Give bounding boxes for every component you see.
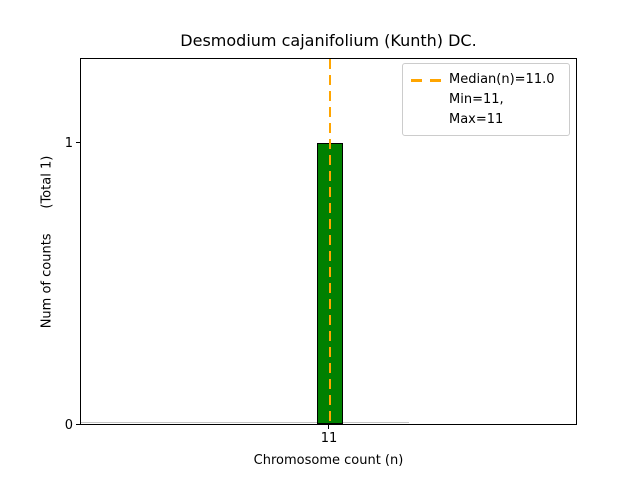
legend-row-median: Median(n)=11.0 xyxy=(411,70,562,90)
legend-label-median: Median(n)=11.0 xyxy=(449,72,555,87)
y-axis-label: Num of counts (Total 1) xyxy=(39,155,55,329)
median-line-legend-swatch xyxy=(411,78,441,82)
y-tick-mark-1 xyxy=(76,142,80,143)
plot-area: Median(n)=11.0 Min=11, Max=11 xyxy=(80,58,577,425)
x-tick-label-11: 11 xyxy=(320,431,338,446)
x-axis-label: Chromosome count (n) xyxy=(253,453,404,468)
legend-row-minmax: Min=11, Max=11 xyxy=(411,90,562,130)
chart-title: Desmodium cajanifolium (Kunth) DC. xyxy=(180,31,477,50)
median-dashed-line xyxy=(329,59,331,424)
legend: Median(n)=11.0 Min=11, Max=11 xyxy=(402,63,570,136)
y-tick-label-0: 0 xyxy=(64,418,73,433)
zero-height-bins-baseline xyxy=(81,422,409,423)
y-tick-mark-0 xyxy=(76,424,80,425)
legend-label-minmax: Min=11, Max=11 xyxy=(449,92,504,127)
y-tick-label-1: 1 xyxy=(64,136,73,151)
x-tick-mark-11 xyxy=(328,425,329,429)
